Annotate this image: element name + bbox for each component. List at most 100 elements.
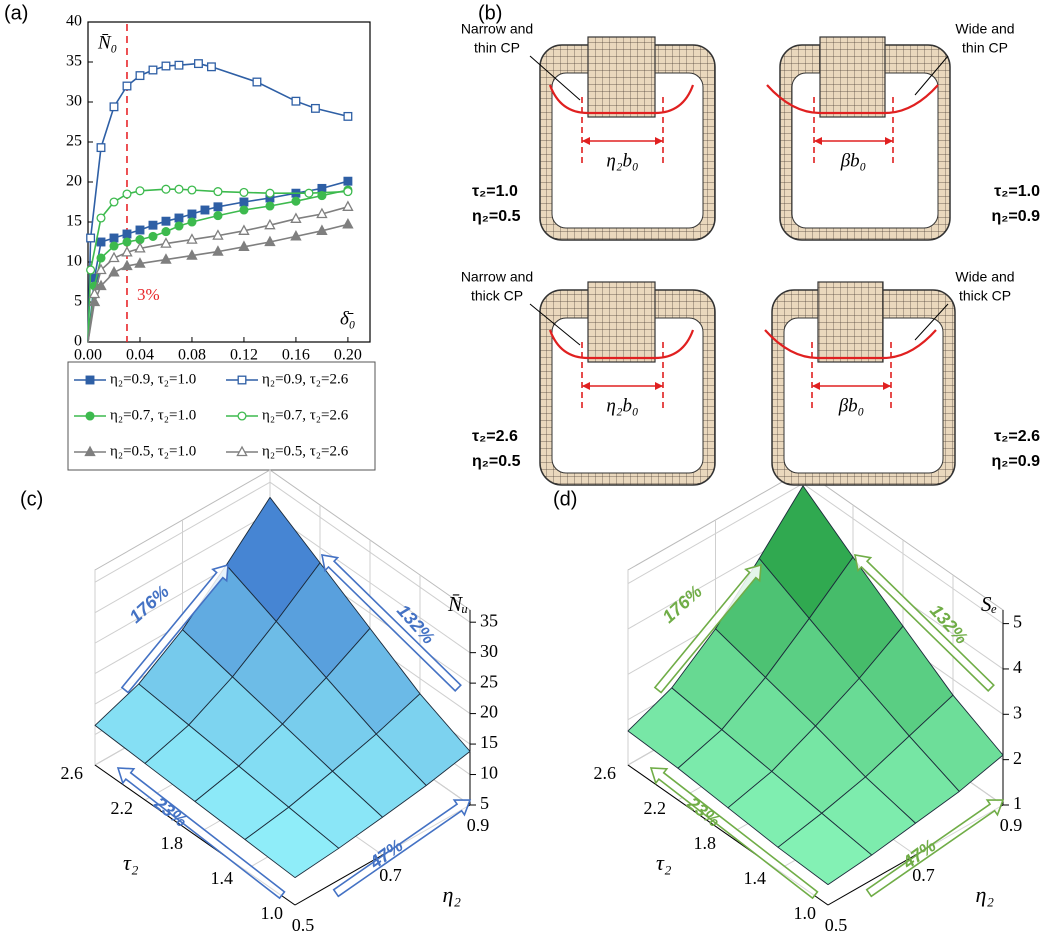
- panel-label: (c): [20, 488, 43, 510]
- legend-label: η₂=0.9, τ₂=2.6: [262, 371, 349, 387]
- z-tick-label: 35: [480, 610, 498, 630]
- param-label: η₂=0.5: [472, 453, 521, 470]
- x-tick-label: 0.20: [334, 347, 362, 364]
- dimension-label: η₂b₀: [606, 395, 638, 416]
- marker: [292, 197, 300, 205]
- callout: thin CP: [962, 40, 1008, 56]
- marker: [123, 82, 131, 90]
- callout: Narrow and: [461, 269, 533, 285]
- marker: [266, 189, 274, 197]
- marker: [87, 234, 95, 242]
- marker: [214, 212, 222, 220]
- column: [820, 37, 885, 117]
- y-axis-label: N̄₀: [97, 32, 117, 53]
- column: [818, 282, 883, 362]
- marker: [292, 97, 300, 105]
- callout: thick CP: [471, 288, 523, 304]
- legend-marker: [238, 376, 246, 384]
- y-axis-label: η₂: [976, 882, 995, 907]
- marker: [188, 218, 196, 226]
- marker: [344, 177, 352, 185]
- marker: [175, 185, 183, 193]
- marker: [175, 214, 183, 222]
- marker: [344, 188, 352, 196]
- dimension-label: βb₀: [838, 395, 865, 416]
- x-tick-label: 0.12: [230, 347, 258, 364]
- legend-label: η₂=0.5, τ₂=2.6: [262, 443, 349, 459]
- marker: [343, 219, 352, 228]
- y-tick-label: 0.5: [825, 915, 848, 935]
- panel-label: (d): [553, 488, 577, 510]
- legend-label: η₂=0.7, τ₂=2.6: [262, 407, 349, 423]
- marker: [110, 242, 118, 250]
- param-label: τ₂=2.6: [994, 428, 1040, 445]
- x-tick-label: 2.6: [61, 763, 84, 783]
- marker: [123, 238, 131, 246]
- y-tick-label: 40: [66, 13, 82, 30]
- z-tick-label: 15: [480, 732, 498, 752]
- x-tick-label: 2.2: [644, 798, 667, 818]
- marker: [136, 187, 144, 195]
- marker: [97, 214, 105, 222]
- marker: [214, 203, 222, 211]
- marker: [253, 78, 261, 86]
- marker: [87, 266, 95, 274]
- param-label: τ₂=2.6: [472, 428, 518, 445]
- y-tick-label: 25: [66, 133, 82, 150]
- legend-label: η₂=0.7, τ₂=1.0: [110, 407, 196, 423]
- z-tick-label: 3: [1013, 702, 1022, 722]
- column: [588, 37, 655, 117]
- z-tick-label: 10: [480, 763, 498, 783]
- x-tick-label: 1.0: [794, 903, 817, 923]
- x-tick-label: 1.8: [161, 833, 184, 853]
- series-line: [88, 207, 348, 342]
- marker: [188, 210, 196, 218]
- z-tick-label: 2: [1013, 748, 1022, 768]
- marker: [343, 202, 352, 211]
- y-tick-label: 10: [66, 253, 82, 270]
- x-axis-label: τ₂: [123, 850, 139, 875]
- marker: [175, 222, 183, 230]
- callout: Wide and: [955, 269, 1014, 285]
- marker: [188, 186, 196, 194]
- marker: [162, 217, 170, 225]
- y-tick-label: 0.9: [1000, 815, 1023, 835]
- z-tick-label: 30: [480, 641, 498, 661]
- z-tick-label: 1: [1013, 793, 1022, 813]
- x-tick-label: 1.8: [694, 833, 717, 853]
- column: [588, 282, 655, 362]
- z-tick-label: 4: [1013, 657, 1022, 677]
- x-tick-label: 2.2: [111, 798, 134, 818]
- annotation: 3%: [137, 285, 160, 304]
- marker: [208, 63, 216, 71]
- marker: [110, 198, 118, 206]
- param-label: τ₂=1.0: [472, 183, 518, 200]
- marker: [162, 62, 170, 70]
- marker: [305, 189, 313, 197]
- marker: [344, 113, 352, 121]
- x-axis-label: τ₂: [656, 850, 672, 875]
- z-tick-label: 5: [480, 793, 489, 813]
- legend-marker: [86, 376, 94, 384]
- marker: [97, 144, 105, 152]
- legend-label: η₂=0.5, τ₂=1.0: [110, 443, 196, 459]
- y-tick-label: 0: [74, 333, 82, 350]
- z-axis-label: N̄ᵤ: [447, 592, 468, 616]
- x-tick-label: 1.0: [261, 903, 284, 923]
- marker: [162, 185, 170, 193]
- param-label: η₂=0.9: [992, 453, 1041, 470]
- callout: Wide and: [955, 21, 1014, 37]
- marker: [123, 230, 131, 238]
- x-tick-label: 0.04: [126, 347, 154, 364]
- x-tick-label: 2.6: [594, 763, 617, 783]
- marker: [312, 105, 320, 113]
- marker: [149, 221, 157, 229]
- y-tick-label: 0.9: [467, 815, 490, 835]
- x-tick-label: 0.16: [282, 347, 310, 364]
- marker: [162, 228, 170, 236]
- y-tick-label: 30: [66, 93, 82, 110]
- y-tick-label: 35: [66, 53, 82, 70]
- x-axis-label: δ̄₀: [340, 308, 355, 329]
- plot-frame: [88, 22, 370, 342]
- marker: [136, 226, 144, 234]
